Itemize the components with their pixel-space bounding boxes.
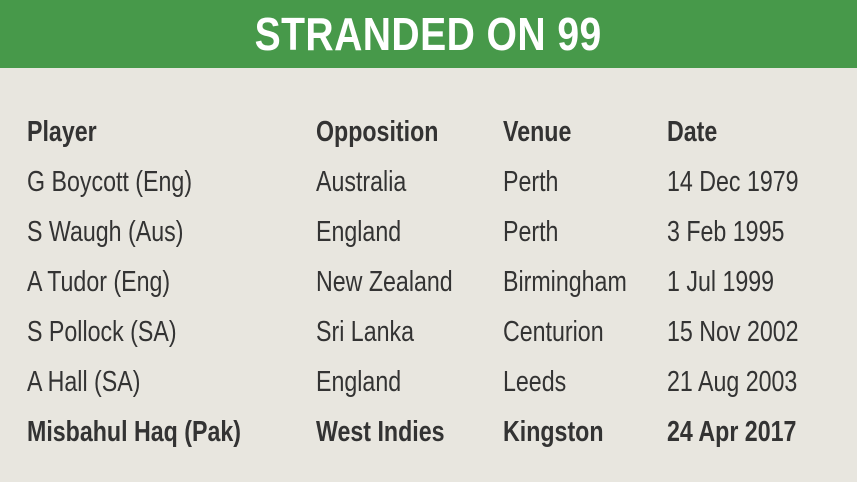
player-cell: G Boycott (Eng) <box>27 166 193 198</box>
opposition-cell: England <box>316 366 402 398</box>
opposition-cell: Sri Lanka <box>316 316 415 348</box>
title: STRANDED ON 99 <box>254 8 603 60</box>
opposition-cell: England <box>316 216 402 248</box>
opposition-cell: West Indies <box>316 416 445 448</box>
date-cell: 1 Jul 1999 <box>667 266 775 298</box>
table-row: Misbahul Haq (Pak) West Indies Kingston 24 … <box>0 412 857 452</box>
player-cell: Misbahul Haq (Pak) <box>27 416 241 448</box>
table-row: G Boycott (Eng) Australia Perth 14 Dec 1979 <box>0 162 857 202</box>
venue-cell: Kingston <box>503 416 604 448</box>
venue-cell: Venue <box>503 116 572 148</box>
table-row: A Hall (SA) England Leeds 21 Aug 2003 <box>0 362 857 402</box>
player-cell: A Hall (SA) <box>27 366 141 398</box>
venue-cell: Perth <box>503 216 559 248</box>
table-row: S Waugh (Aus) England Perth 3 Feb 1995 <box>0 212 857 252</box>
title-banner: STRANDED ON 99 <box>0 0 857 68</box>
venue-cell: Leeds <box>503 366 567 398</box>
opposition-cell: New Zealand <box>316 266 453 298</box>
opposition-cell: Opposition <box>316 116 439 148</box>
venue-cell: Perth <box>503 166 559 198</box>
player-cell: S Pollock (SA) <box>27 316 177 348</box>
date-cell: 15 Nov 2002 <box>667 316 799 348</box>
player-cell: S Waugh (Aus) <box>27 216 184 248</box>
date-cell: 14 Dec 1979 <box>667 166 799 198</box>
date-cell: Date <box>667 116 718 148</box>
date-cell: 21 Aug 2003 <box>667 366 798 398</box>
date-cell: 24 Apr 2017 <box>667 416 797 448</box>
player-cell: A Tudor (Eng) <box>27 266 171 298</box>
venue-cell: Birmingham <box>503 266 627 298</box>
header-row: Player Opposition Venue Date <box>0 112 857 152</box>
date-cell: 3 Feb 1995 <box>667 216 785 248</box>
table-row: A Tudor (Eng) New Zealand Birmingham 1 Jul … <box>0 262 857 302</box>
venue-cell: Centurion <box>503 316 604 348</box>
opposition-cell: Australia <box>316 166 407 198</box>
player-cell: Player <box>27 116 97 148</box>
table-row: S Pollock (SA) Sri Lanka Centurion 15 Nov 2… <box>0 312 857 352</box>
